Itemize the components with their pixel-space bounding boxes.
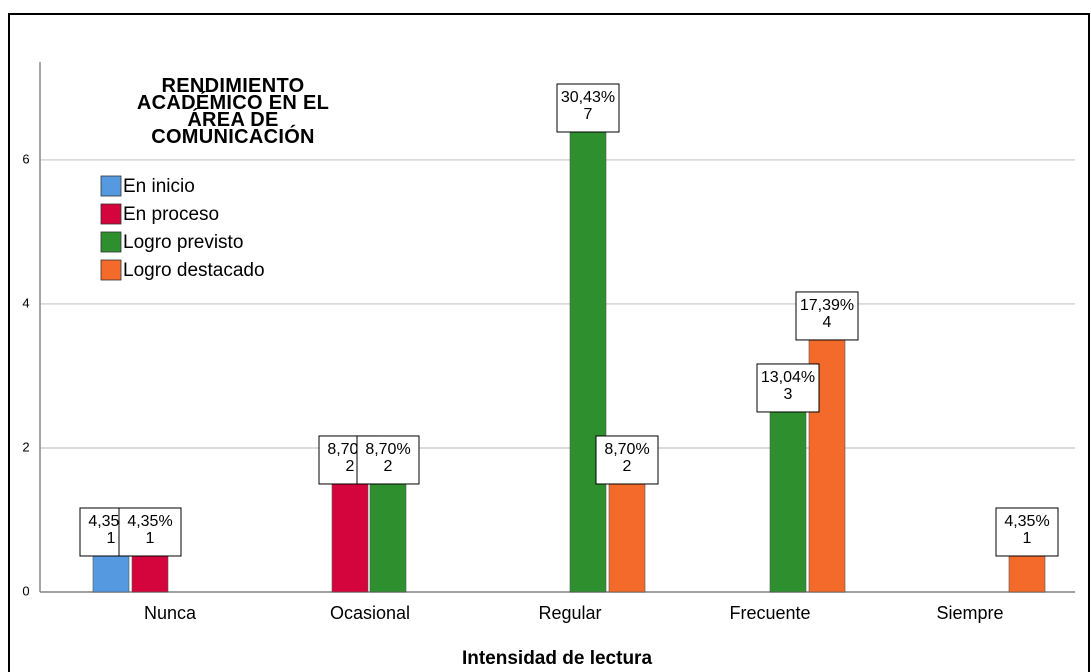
data-label-box [756, 363, 820, 413]
data-label-count: 2 [346, 458, 355, 475]
data-label: 17,39%4 [795, 291, 859, 341]
y-tick-label: 4 [22, 295, 29, 310]
x-tick-label: Frecuente [729, 603, 810, 623]
bar [569, 87, 607, 593]
x-tick-label: Siempre [936, 603, 1003, 623]
legend-title: RENDIMIENTO ACADÉMICO EN EL ÁREA DE COMU… [136, 75, 330, 148]
data-label: 8,70%2 [356, 435, 420, 485]
data-label: 4,35%1 [118, 507, 182, 557]
data-label-box [556, 83, 620, 133]
data-label-percent: 30,43% [561, 89, 615, 106]
data-label-count: 7 [584, 106, 593, 123]
legend-swatch [100, 203, 122, 225]
data-label: 30,43%7 [556, 83, 620, 133]
data-label: 4,35%1 [995, 507, 1059, 557]
legend-label: Logro destacado [123, 260, 265, 281]
data-label-percent: 4,35% [127, 513, 172, 530]
legend-label: Logro previsto [123, 232, 243, 253]
x-tick-label: Ocasional [330, 603, 410, 623]
data-label-count: 3 [784, 386, 793, 403]
data-label-percent: 4,35% [1004, 513, 1049, 530]
x-tick-label: Nunca [144, 603, 197, 623]
data-label-count: 4 [823, 314, 832, 331]
data-label-box [118, 507, 182, 557]
data-label: 8,70%2 [595, 435, 659, 485]
frame [8, 13, 1090, 672]
data-label: 13,04%3 [756, 363, 820, 413]
data-label-count: 2 [384, 458, 393, 475]
legend-swatch [100, 259, 122, 281]
data-label-count: 1 [146, 530, 155, 547]
data-label-box [595, 435, 659, 485]
legend-label: En inicio [123, 176, 195, 197]
x-axis-title: Intensidad de lectura [462, 648, 652, 669]
legend-swatch [100, 231, 122, 253]
y-tick-label: 2 [22, 439, 29, 454]
data-label-box [795, 291, 859, 341]
x-tick-label: Regular [538, 603, 601, 623]
y-tick-label: 6 [22, 151, 29, 166]
data-label-percent: 8,70% [604, 441, 649, 458]
data-label-percent: 13,04% [761, 369, 815, 386]
y-tick-label: 0 [22, 583, 29, 598]
data-label-count: 2 [623, 458, 632, 475]
data-label-box [356, 435, 420, 485]
data-label-count: 1 [1023, 530, 1032, 547]
data-label-box [995, 507, 1059, 557]
data-label-percent: 17,39% [800, 297, 854, 314]
legend-label: En proceso [123, 204, 219, 225]
bar [808, 303, 846, 593]
legend-swatch [100, 175, 122, 197]
data-label-percent: 8,70% [365, 441, 410, 458]
data-label-count: 1 [107, 530, 116, 547]
